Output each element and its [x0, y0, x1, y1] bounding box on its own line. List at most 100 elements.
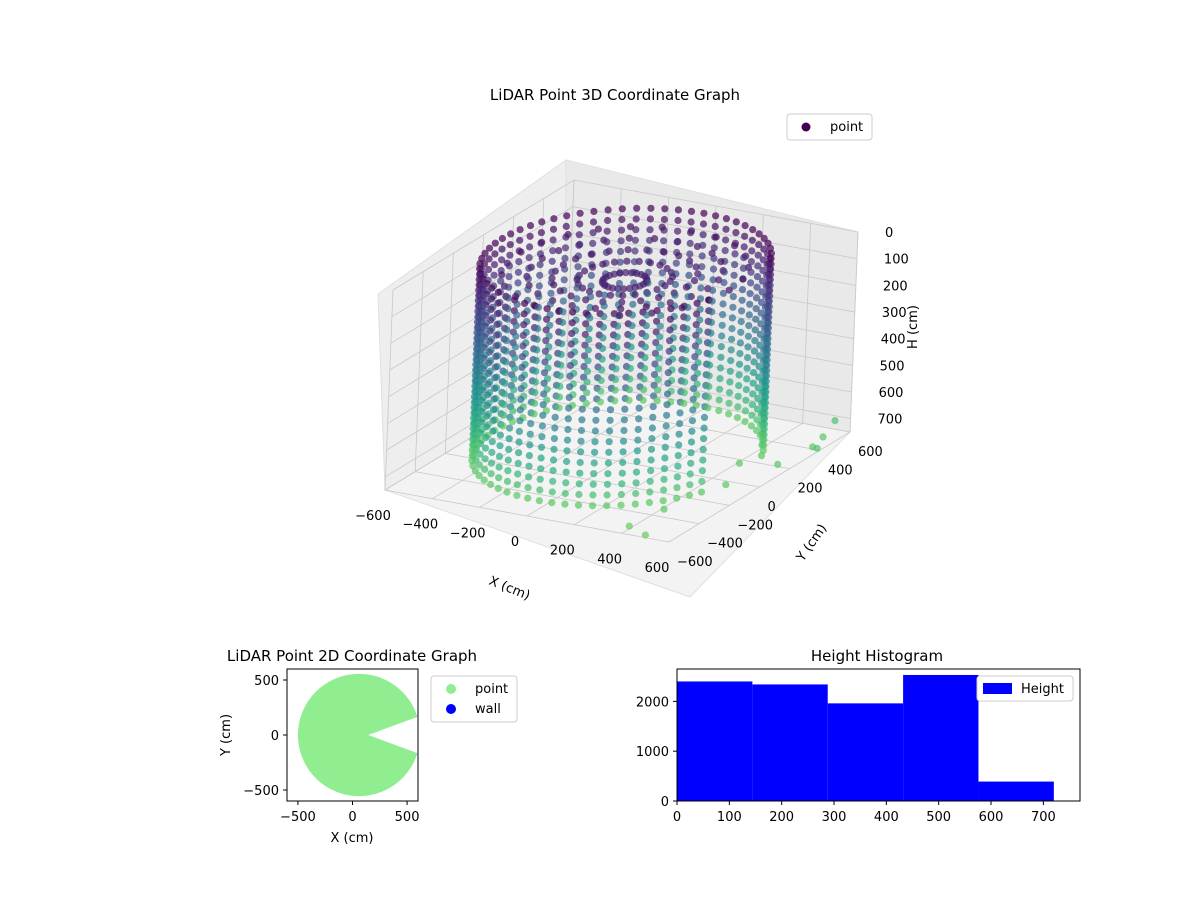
data-point — [590, 207, 598, 215]
data-point — [564, 425, 572, 434]
data-point — [496, 442, 504, 450]
data-point — [699, 220, 708, 228]
data-point — [705, 382, 713, 390]
data-point — [549, 236, 557, 244]
data-point — [611, 386, 619, 394]
data-point — [736, 339, 745, 347]
data-point — [494, 288, 502, 296]
data-point — [516, 226, 524, 234]
data-point — [660, 226, 668, 234]
data-point — [515, 438, 523, 446]
data-point — [560, 276, 568, 284]
data-point — [525, 452, 534, 460]
data-point — [831, 417, 839, 425]
data-point — [578, 416, 586, 424]
data-point — [525, 462, 533, 470]
data-point — [641, 343, 649, 351]
histogram-bar — [677, 681, 753, 801]
data-point — [725, 389, 734, 397]
data-point — [674, 462, 682, 470]
data-point — [616, 269, 624, 277]
data-point — [620, 416, 629, 424]
data-point — [511, 343, 519, 351]
data-point — [655, 294, 663, 302]
data-point — [666, 326, 674, 334]
data-point — [658, 269, 666, 277]
data-point — [531, 399, 539, 407]
data-point — [685, 491, 694, 499]
data-point — [730, 271, 738, 279]
data-point — [720, 279, 728, 287]
data-point — [755, 362, 763, 370]
data-point — [538, 218, 546, 226]
data-point — [575, 490, 583, 499]
data-point — [539, 401, 547, 409]
data-point — [684, 303, 692, 311]
data-point — [629, 300, 637, 308]
data-point — [693, 242, 702, 251]
data-point — [698, 477, 706, 485]
data-point — [503, 488, 511, 496]
data-point — [562, 468, 570, 476]
data-point — [632, 215, 640, 223]
data-point — [578, 284, 587, 292]
chart-2d-title: LiDAR Point 2D Coordinate Graph — [227, 647, 477, 665]
data-point — [758, 298, 766, 306]
data-point — [699, 456, 707, 464]
x-tick-label: 200 — [550, 544, 575, 559]
data-point — [526, 222, 535, 230]
data-point — [727, 346, 735, 354]
data-point — [698, 252, 706, 260]
data-point — [722, 236, 730, 244]
data-point — [755, 241, 763, 249]
chart-2d: LiDAR Point 2D Coordinate Graph −500 0 500… — [219, 647, 518, 846]
data-point — [589, 491, 597, 499]
data-point — [504, 294, 512, 302]
data-point — [505, 273, 513, 281]
data-point — [614, 285, 622, 293]
data-point — [567, 351, 575, 359]
data-point — [524, 484, 532, 492]
data-point — [566, 383, 574, 391]
data-point — [609, 284, 617, 292]
data-point — [582, 399, 590, 407]
data-point — [497, 277, 505, 285]
data-point — [536, 271, 544, 279]
data-point — [576, 209, 584, 217]
data-point — [707, 329, 715, 337]
data-point — [707, 318, 716, 326]
data-point — [501, 379, 509, 387]
data-point — [498, 234, 506, 243]
data-point — [603, 491, 611, 499]
y-axis-label-2d: Y (cm) — [219, 714, 234, 757]
data-point — [535, 497, 544, 505]
data-point — [533, 346, 541, 354]
data-point — [611, 397, 619, 405]
data-point — [754, 384, 762, 392]
data-point — [681, 367, 689, 375]
data-point — [558, 329, 566, 337]
data-point — [632, 489, 640, 498]
data-point — [585, 325, 593, 333]
data-point — [754, 251, 762, 259]
data-point — [639, 396, 647, 404]
data-point — [690, 277, 699, 285]
x-tick-label: −200 — [450, 526, 486, 541]
data-point — [687, 207, 696, 215]
data-point — [583, 367, 592, 375]
data-point — [645, 499, 654, 507]
grid-line — [392, 179, 859, 291]
data-point — [680, 389, 688, 397]
data-point — [606, 291, 615, 299]
data-point — [510, 386, 518, 394]
data-point — [517, 395, 525, 403]
data-point — [627, 354, 635, 362]
data-point — [673, 484, 681, 492]
data-point — [592, 416, 600, 424]
y-tick-label: 1000 — [636, 745, 669, 760]
data-point — [665, 347, 673, 355]
data-point — [628, 311, 637, 319]
data-point — [487, 459, 496, 467]
x-axis-label-2d: X (cm) — [331, 831, 374, 846]
data-point — [589, 263, 597, 271]
